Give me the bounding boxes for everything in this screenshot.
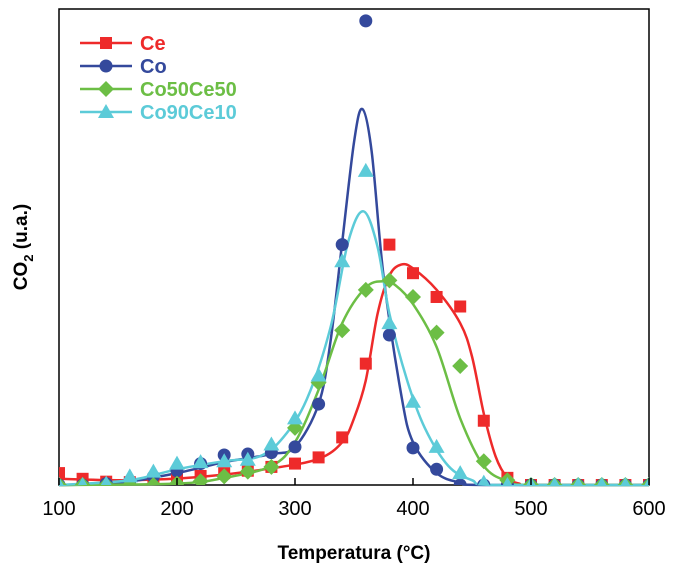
y-axis-title-unit: (u.a.) <box>11 204 32 255</box>
data-point-co90ce10 <box>192 454 209 469</box>
data-point-co <box>359 14 373 28</box>
fit-line-co <box>58 107 649 487</box>
legend-marker-co50ce50 <box>98 81 114 97</box>
data-markers <box>59 14 649 485</box>
data-point-co90ce10 <box>381 315 398 330</box>
plot-frame <box>58 8 650 486</box>
legend-marker-ce <box>100 37 112 49</box>
data-point-ce <box>383 238 396 251</box>
x-axis-title: Temperatura (°C) <box>278 543 431 564</box>
data-point-co90ce10 <box>502 477 512 485</box>
data-point-ce <box>336 431 349 444</box>
fit-line-co90ce10 <box>58 210 649 487</box>
data-point-co90ce10 <box>100 475 112 485</box>
data-point-co <box>453 478 467 485</box>
fit-line-ce <box>58 262 649 487</box>
data-point-co50ce50 <box>357 281 374 298</box>
data-point-ce <box>477 414 490 427</box>
y-axis-title-subscript: 2 <box>21 254 36 261</box>
data-point-co50ce50 <box>239 463 256 480</box>
data-point-ce <box>312 451 325 464</box>
legend-marker-co90ce10 <box>98 104 114 118</box>
fit-line-co50ce50 <box>58 279 649 487</box>
data-point-co90ce10 <box>287 410 303 425</box>
legend-label-ce: Ce <box>140 33 166 55</box>
data-point-ce <box>454 300 467 313</box>
data-point-co50ce50 <box>334 322 351 339</box>
data-point-co90ce10 <box>145 463 162 478</box>
data-point-co90ce10 <box>428 438 445 453</box>
data-point-ce <box>289 457 301 470</box>
data-point-co50ce50 <box>452 358 469 374</box>
data-point-co90ce10 <box>573 477 583 485</box>
data-point-ce <box>359 357 372 370</box>
x-axis-ticks: 100 200 300 400 500 600 <box>42 478 666 520</box>
legend-label-co: Co <box>140 56 167 78</box>
legend-marker-co <box>99 59 113 73</box>
data-point-co90ce10 <box>405 393 421 408</box>
y-axis-title-main: CO <box>11 262 32 291</box>
data-point-co90ce10 <box>477 474 490 485</box>
fit-curves <box>58 107 649 487</box>
data-point-co <box>382 328 396 342</box>
x-tick-label: 600 <box>632 498 665 520</box>
data-point-co90ce10 <box>357 162 374 177</box>
data-point-co90ce10 <box>121 468 138 483</box>
data-point-co90ce10 <box>597 477 607 485</box>
x-tick-label: 300 <box>278 498 311 520</box>
data-point-co90ce10 <box>239 451 256 466</box>
data-point-co90ce10 <box>59 477 64 485</box>
data-point-co50ce50 <box>145 477 162 485</box>
data-point-co90ce10 <box>216 453 233 468</box>
data-point-ce <box>430 290 443 303</box>
y-axis-title: CO2 (u.a.) <box>11 204 36 290</box>
data-point-co90ce10 <box>78 477 88 485</box>
x-tick-label: 100 <box>42 498 75 520</box>
data-point-co90ce10 <box>334 253 351 268</box>
x-tick-label: 400 <box>396 498 429 520</box>
data-point-co <box>406 441 420 455</box>
data-point-co50ce50 <box>216 468 233 485</box>
data-point-co90ce10 <box>452 465 469 480</box>
data-point-co90ce10 <box>644 477 649 485</box>
legend-label-co50ce50: Co50Ce50 <box>140 79 237 101</box>
data-point-co <box>335 238 349 252</box>
data-point-co90ce10 <box>310 367 327 382</box>
data-point-co <box>430 462 444 476</box>
data-point-co50ce50 <box>405 288 421 305</box>
data-point-co90ce10 <box>550 477 560 485</box>
x-tick-label: 200 <box>160 498 193 520</box>
data-point-ce <box>407 267 419 280</box>
data-point-co50ce50 <box>381 272 398 289</box>
x-tick-label: 500 <box>514 498 547 520</box>
data-point-co50ce50 <box>192 473 209 485</box>
data-point-ce <box>59 467 65 480</box>
legend-label-co90ce10: Co90Ce10 <box>140 102 237 124</box>
data-point-co50ce50 <box>428 324 445 341</box>
data-point-co50ce50 <box>263 458 280 475</box>
data-point-co50ce50 <box>475 453 492 470</box>
data-point-co90ce10 <box>169 455 185 470</box>
data-point-co90ce10 <box>620 477 630 485</box>
data-point-co <box>288 440 302 454</box>
data-point-co <box>312 397 326 411</box>
data-point-co90ce10 <box>263 436 280 451</box>
